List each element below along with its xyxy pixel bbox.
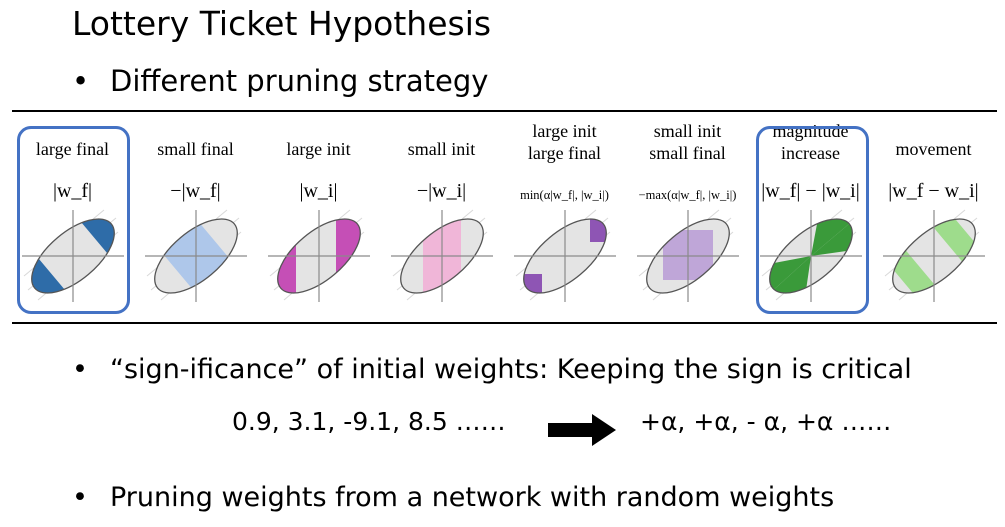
weight-values: 0.9, 3.1, -9.1, 8.5 …… xyxy=(232,407,506,436)
sign-values: +α, +α, - α, +α …… xyxy=(640,407,892,436)
strategy-formula: −|w_f| xyxy=(170,180,221,202)
bullet-dot: • xyxy=(72,482,88,513)
slide-title: Lottery Ticket Hypothesis xyxy=(72,4,492,43)
strategy-formula: −|w_i| xyxy=(416,180,467,202)
ellipse-plot xyxy=(391,208,493,304)
strategy-label: movement xyxy=(895,139,972,159)
ellipse-plot xyxy=(881,208,987,304)
ellipse-plot xyxy=(143,208,249,304)
bullet-dot: • xyxy=(72,354,88,385)
strategy-label: large init large final xyxy=(527,121,602,163)
ellipse-plot xyxy=(20,208,126,304)
strategy-label: small final xyxy=(157,139,234,159)
strategy-label: small init xyxy=(407,139,476,159)
strategy-label: large init xyxy=(286,139,351,159)
strategy-formula: |w_i| xyxy=(299,180,338,202)
ellipse-plot xyxy=(637,209,739,302)
strategy-panel: movement |w_f − w_i| xyxy=(875,118,992,316)
strategy-label: large final xyxy=(35,139,110,159)
highlight-box xyxy=(17,126,130,314)
strategy-formula: |w_f − w_i| xyxy=(888,180,979,202)
strategy-formula: −max(α|w_f|, |w_i|) xyxy=(638,188,737,202)
strategy-panel: large init |w_i| xyxy=(260,118,377,316)
bottom-rule xyxy=(12,322,997,324)
ellipse-plot xyxy=(266,208,372,304)
strategy-panel: large final |w_f| xyxy=(14,118,131,316)
strategy-formula: min(α|w_f|, |w_i|) xyxy=(520,188,609,202)
strategy-panel: magnitude increase |w_f| − |w_i| xyxy=(752,118,869,316)
top-rule xyxy=(12,110,997,112)
strategy-label: small init small final xyxy=(649,121,726,163)
strategy-panel: small init small final −max(α|w_f|, |w_i|… xyxy=(629,118,746,316)
strategy-formula: |w_f| xyxy=(52,180,93,202)
strategy-formula: |w_f| − |w_i| xyxy=(761,180,860,202)
strategy-panel: large init large final min(α|w_f|, |w_i|) xyxy=(506,118,623,316)
bullet-text: “sign-ificance” of initial weights: Keep… xyxy=(110,354,912,385)
bullet-text: Pruning weights from a network with rand… xyxy=(110,482,835,513)
ellipse-plot xyxy=(758,208,864,304)
strategy-panel: small final −|w_f| xyxy=(137,118,254,316)
strategy-panel: small init −|w_i| xyxy=(383,118,500,316)
bullet-dot: • xyxy=(72,64,90,98)
highlight-box xyxy=(756,126,869,314)
bullet-text: Different pruning strategy xyxy=(110,64,489,98)
ellipse-plot xyxy=(512,208,618,304)
right-arrow-icon xyxy=(548,414,616,446)
